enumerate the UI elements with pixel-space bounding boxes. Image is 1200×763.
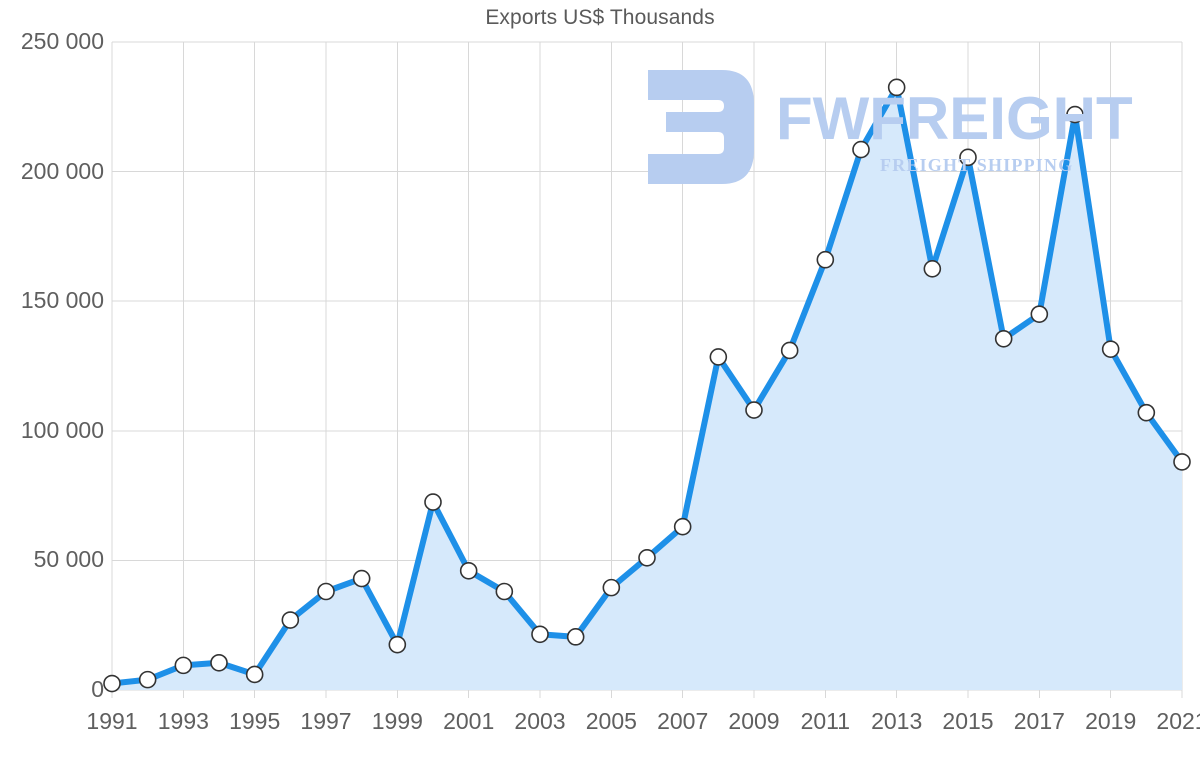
data-point-marker: 1998: 43000 (352, 569, 371, 588)
y-axis-tick-label: 50 000 (33, 546, 104, 573)
data-point-marker: 2021: 88000 (1173, 453, 1191, 471)
series-area-fill (112, 87, 1182, 691)
data-point-marker: 2002: 38000 (495, 582, 514, 601)
chart-title: Exports US$ Thousands (485, 6, 715, 29)
x-axis-tick-label: 2015 (942, 708, 994, 734)
data-point-marker: 2017: 145000 (1030, 305, 1049, 323)
data-point-marker: 1997: 38000 (317, 582, 335, 601)
y-axis-tick-label: 150 000 (20, 287, 104, 314)
x-axis-tick-label: 1991 (86, 708, 138, 734)
data-point-marker: 2008: 128500 (709, 348, 728, 366)
x-axis-tick-label: 1993 (157, 708, 209, 734)
data-point-marker: 2010: 131000 (780, 341, 799, 360)
y-axis-tick-label: 100 000 (20, 416, 104, 443)
data-point-marker: 2019: 131500 (1101, 340, 1120, 358)
x-axis-tick-label: 2001 (443, 708, 495, 734)
x-axis-tick-label: 2011 (800, 708, 851, 734)
data-point-marker: 2009: 108000 (745, 401, 763, 419)
x-axis-tick-label: 2019 (1085, 708, 1137, 734)
data-point-marker: 1996: 27000 (281, 611, 300, 629)
x-axis-tick-label: 1999 (371, 708, 423, 734)
x-axis-tick-label: 1995 (229, 708, 281, 734)
x-axis-tick-label: 2013 (871, 708, 923, 734)
data-point-marker: 2011: 166000 (816, 250, 835, 269)
y-axis-tick-label: 200 000 (20, 157, 104, 184)
y-axis: 0 50 000 100 000 150 000 200 000 250 000 (0, 0, 104, 763)
data-point-marker: 1995: 6000 (245, 665, 264, 684)
data-point-marker: 2001: 46000 (459, 561, 478, 580)
data-point-marker: 2014: 162500 (923, 259, 942, 278)
data-point-marker: 1999: 17500 (388, 635, 407, 654)
data-point-marker: 2013: 232500 (887, 78, 906, 97)
data-point-marker: 2015: 205500 (959, 148, 977, 167)
y-axis-tick-label: 0 (91, 676, 104, 702)
x-axis-tick-label: 2021 (1156, 708, 1200, 734)
data-point-marker: 2007: 63000 (673, 517, 692, 536)
x-axis-tick-label: 2017 (1013, 708, 1065, 734)
x-axis-tick-label: 2009 (728, 708, 780, 734)
data-point-marker: 1993: 9500 (174, 656, 193, 675)
data-point-marker: 2016: 135500 (994, 329, 1013, 348)
x-axis-tick-label: 1997 (300, 708, 352, 734)
data-point-marker: 2020: 107000 (1137, 403, 1156, 422)
data-point-marker: 2018: 222000 (1066, 105, 1084, 124)
data-point-marker: 2006: 51000 (638, 549, 656, 567)
data-point-marker: 1992: 4000 (138, 670, 157, 689)
data-point-marker: 1994: 10500 (210, 653, 228, 672)
data-point-marker: 2003: 21500 (531, 625, 549, 644)
data-point-marker: 2004: 20500 (566, 628, 585, 646)
y-axis-tick-label: 250 000 (20, 28, 104, 54)
data-point-marker: 2005: 39500 (602, 578, 621, 597)
x-axis-tick-label: 2003 (514, 708, 566, 734)
x-axis-tick-label: 2005 (585, 708, 637, 734)
x-axis-tick-label: 2007 (657, 708, 709, 734)
data-point-marker: 2012: 208500 (852, 140, 870, 159)
